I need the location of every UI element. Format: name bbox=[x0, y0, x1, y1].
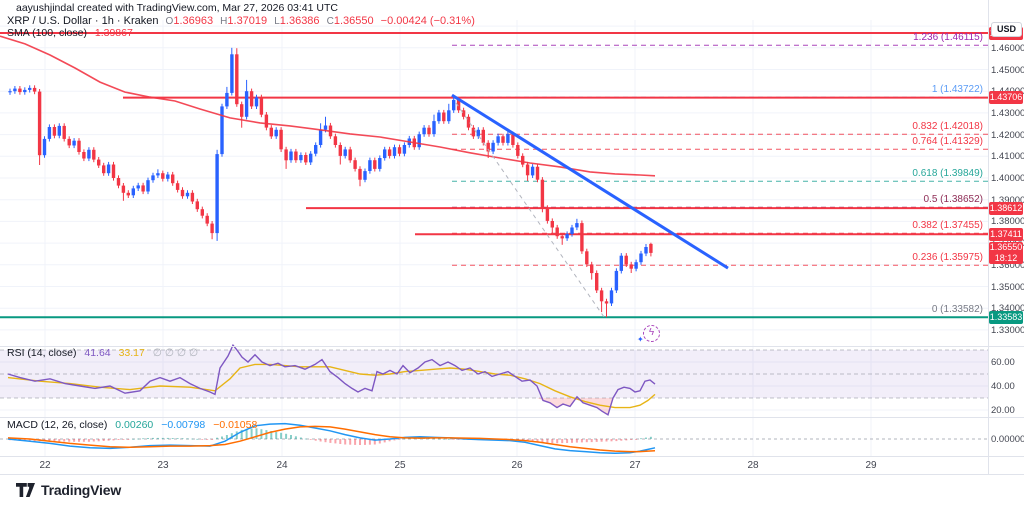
macd-line-value: −0.00798 bbox=[161, 419, 206, 431]
macd-legend: MACD (12, 26, close) 0.00260 −0.00798 −0… bbox=[7, 419, 257, 431]
ohlc-o-value: 1.36963 bbox=[173, 15, 214, 27]
fib-levels bbox=[452, 44, 988, 318]
time-axis[interactable] bbox=[0, 456, 988, 474]
macd-hist-value: 0.00260 bbox=[115, 419, 154, 431]
rsi-name[interactable]: RSI (14, close) bbox=[7, 347, 77, 359]
symbol-legend: XRP / U.S. Dollar · 1h · Kraken O1.36963… bbox=[7, 15, 475, 27]
macd-name[interactable]: MACD (12, 26, close) bbox=[7, 419, 108, 431]
macd-line bbox=[7, 422, 656, 455]
attribution: aayushjindal created with TradingView.co… bbox=[16, 2, 338, 14]
macd-axis-separator bbox=[0, 456, 1024, 457]
tradingview-logo-icon bbox=[16, 483, 35, 497]
macd-signal-line bbox=[7, 425, 656, 453]
price-axis-border bbox=[988, 0, 989, 474]
tradingview-logo-text: TradingView bbox=[41, 482, 122, 498]
interval-label[interactable]: 1h bbox=[101, 15, 114, 27]
horizontal-lines[interactable] bbox=[0, 32, 988, 319]
rsi-value: 41.64 bbox=[84, 347, 111, 359]
ohlc-h-value: 1.37019 bbox=[227, 15, 268, 27]
rsi-macd-separator[interactable] bbox=[0, 417, 1024, 418]
sparkle-icon: ✦ bbox=[637, 335, 644, 344]
ohlc-l-value: 1.36386 bbox=[279, 15, 320, 27]
candles bbox=[8, 47, 653, 318]
legend-sep2: · bbox=[116, 15, 121, 27]
blue-trendline[interactable] bbox=[451, 93, 729, 270]
ohlc-o-key: O bbox=[165, 16, 174, 27]
symbol-title[interactable]: XRP / U.S. Dollar bbox=[7, 15, 92, 27]
rsi-legend: RSI (14, close) 41.64 33.17 ∅ ∅ ∅ ∅ bbox=[7, 347, 198, 359]
sma-name[interactable]: SMA (100, close) bbox=[7, 27, 87, 39]
currency-button[interactable]: USD bbox=[991, 22, 1022, 37]
rsi-extra-values: ∅ ∅ ∅ ∅ bbox=[152, 347, 199, 359]
price-rsi-separator[interactable] bbox=[0, 346, 1024, 347]
legend-sep1: · bbox=[94, 15, 99, 27]
tradingview-logo[interactable]: TradingView bbox=[16, 482, 121, 498]
gridlines bbox=[0, 20, 988, 456]
ohlc-h-key: H bbox=[220, 16, 228, 27]
lightning-marker-icon[interactable]: ϟ ✦ bbox=[637, 325, 660, 344]
ohlc-c-value: 1.36550 bbox=[333, 15, 374, 27]
macd-histogram bbox=[9, 428, 652, 445]
macd-signal-value: −0.01058 bbox=[213, 419, 258, 431]
rsi-line bbox=[7, 343, 656, 416]
gray-dashed-trendline[interactable] bbox=[455, 102, 607, 321]
sma-legend: SMA (100, close) 1.39867 bbox=[7, 27, 133, 39]
price-axis[interactable] bbox=[988, 0, 1024, 474]
change-label: −0.00424 (−0.31%) bbox=[380, 15, 475, 27]
rsi-ma-value: 33.17 bbox=[118, 347, 145, 359]
rsi-oversold-fill bbox=[8, 398, 655, 415]
sma-value: 1.39867 bbox=[94, 27, 133, 39]
ohlc-l-key: L bbox=[274, 16, 280, 27]
exchange-label[interactable]: Kraken bbox=[123, 15, 159, 27]
chart-canvas[interactable] bbox=[0, 0, 988, 474]
ohlc-c-key: C bbox=[326, 16, 334, 27]
sma-line bbox=[0, 35, 656, 177]
axis-bottom-border bbox=[0, 474, 1024, 475]
